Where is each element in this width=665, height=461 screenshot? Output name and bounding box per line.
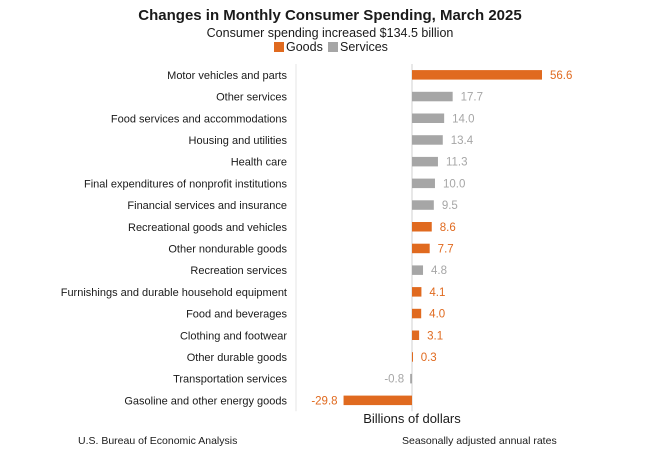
legend-swatch-services xyxy=(328,42,338,52)
bar xyxy=(412,156,438,167)
data-label: 13.4 xyxy=(451,135,474,147)
category-label: Clothing and footwear xyxy=(180,330,287,342)
data-label: -0.8 xyxy=(384,374,404,386)
chart-legend: Goods Services xyxy=(274,40,388,54)
data-label: 10.0 xyxy=(443,178,465,190)
category-label: Final expenditures of nonprofit institut… xyxy=(84,178,288,190)
legend-swatch-goods xyxy=(274,42,284,52)
category-label: Housing and utilities xyxy=(189,135,288,147)
data-label: 3.1 xyxy=(427,330,443,342)
bar xyxy=(410,373,412,384)
bar xyxy=(412,91,453,102)
data-label: 14.0 xyxy=(452,113,474,125)
data-label: 8.6 xyxy=(440,222,456,234)
legend-label-goods: Goods xyxy=(286,40,323,54)
data-label: 4.0 xyxy=(429,309,445,321)
bar xyxy=(412,113,445,123)
data-label: 7.7 xyxy=(438,243,454,255)
category-label: Other services xyxy=(216,92,287,104)
source-note: U.S. Bureau of Economic Analysis xyxy=(78,435,237,447)
category-label: Food and beverages xyxy=(186,309,287,321)
category-label: Financial services and insurance xyxy=(127,200,287,212)
category-label: Gasoline and other energy goods xyxy=(124,395,287,407)
bar xyxy=(412,287,422,297)
bar xyxy=(412,200,434,210)
category-label: Transportation services xyxy=(173,374,287,386)
bar xyxy=(412,330,420,340)
data-label: 4.8 xyxy=(431,265,447,277)
bar xyxy=(412,243,430,254)
bar xyxy=(412,265,424,275)
category-label: Food services and accommodations xyxy=(111,113,288,125)
data-label: 0.3 xyxy=(421,352,437,364)
data-label: 56.6 xyxy=(550,70,572,82)
bar xyxy=(412,222,432,232)
bar xyxy=(412,178,435,189)
data-label: -29.8 xyxy=(311,395,337,407)
legend-label-services: Services xyxy=(340,40,388,54)
chart-title: Changes in Monthly Consumer Spending, Ma… xyxy=(138,7,521,24)
x-axis-label: Billions of dollars xyxy=(363,411,461,426)
rates-note: Seasonally adjusted annual rates xyxy=(402,435,557,447)
category-label: Furnishings and durable household equipm… xyxy=(61,287,287,299)
bar xyxy=(412,135,443,145)
data-label: 17.7 xyxy=(461,92,483,104)
category-label: Other nondurable goods xyxy=(168,243,287,255)
bar xyxy=(412,308,422,319)
bar xyxy=(412,352,413,362)
data-label: 9.5 xyxy=(442,200,458,212)
category-label: Other durable goods xyxy=(187,352,288,364)
bar xyxy=(343,395,412,406)
plot-area: Motor vehicles and parts 56.6 Other servic… xyxy=(61,64,572,412)
chart-subtitle: Consumer spending increased $134.5 billi… xyxy=(207,26,454,40)
data-label: 4.1 xyxy=(429,287,445,299)
category-label: Recreation services xyxy=(190,265,287,277)
category-label: Health care xyxy=(231,157,287,169)
bar xyxy=(412,70,542,80)
category-label: Motor vehicles and parts xyxy=(167,70,287,82)
category-label: Recreational goods and vehicles xyxy=(128,222,287,234)
data-label: 11.3 xyxy=(446,157,468,169)
